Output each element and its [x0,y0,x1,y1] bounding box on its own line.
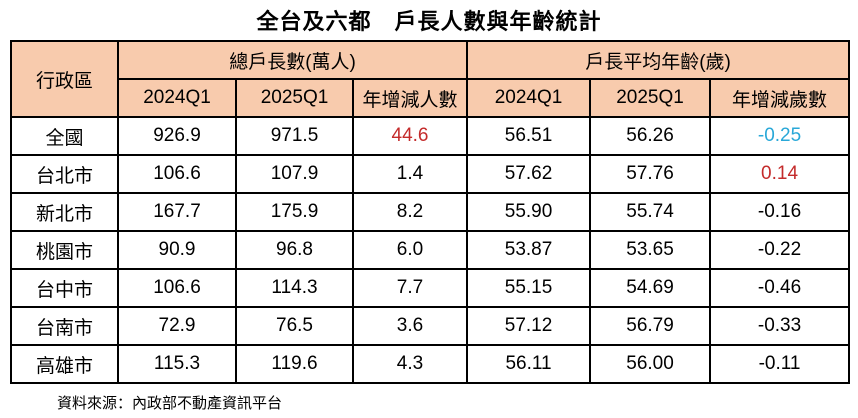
count-2025q1-cell: 107.9 [235,154,354,194]
count-yoy-cell: 44.6 [351,116,469,156]
subheader-count-2025q1: 2025Q1 [235,78,354,118]
count-2024q1-cell: 90.9 [117,230,237,270]
age-2025q1-cell: 56.79 [589,306,712,346]
region-cell: 新北市 [10,192,119,232]
count-yoy-cell: 1.4 [351,154,469,194]
group-header-household-count: 總戶長數(萬人) [116,40,469,80]
subheader-age-2024q1: 2024Q1 [466,78,592,118]
count-2024q1-cell: 106.6 [117,268,237,308]
region-cell: 全國 [10,116,119,156]
age-2025q1-cell: 56.00 [589,344,712,384]
age-2024q1-cell: 57.62 [466,154,592,194]
count-yoy-cell: 8.2 [351,192,469,232]
age-yoy-cell: -0.25 [709,116,851,156]
count-yoy-cell: 3.6 [351,306,469,346]
age-2024q1-cell: 55.15 [466,268,592,308]
age-yoy-cell: 0.14 [709,154,851,194]
age-2025q1-cell: 56.26 [589,116,712,156]
age-2024q1-cell: 56.11 [466,344,592,384]
statistics-table: 行政區 總戶長數(萬人) 戶長平均年齡(歲) 2024Q1 2025Q1 年增減… [10,40,851,384]
count-2025q1-cell: 96.8 [235,230,354,270]
age-2024q1-cell: 56.51 [466,116,592,156]
age-2025q1-cell: 55.74 [589,192,712,232]
count-2025q1-cell: 119.6 [235,344,354,384]
count-2024q1-cell: 106.6 [117,154,237,194]
table-row: 高雄市 115.3 119.6 4.3 56.11 56.00 -0.11 [10,344,851,384]
region-cell: 桃園市 [10,230,119,270]
count-2025q1-cell: 971.5 [235,116,354,156]
count-yoy-cell: 7.7 [351,268,469,308]
subheader-count-yoy: 年增減人數 [351,78,469,118]
age-2025q1-cell: 53.65 [589,230,712,270]
subheader-count-2024q1: 2024Q1 [117,78,237,118]
count-2025q1-cell: 175.9 [235,192,354,232]
age-2024q1-cell: 57.12 [466,306,592,346]
age-yoy-cell: -0.11 [709,344,851,384]
age-2024q1-cell: 53.87 [466,230,592,270]
page-title: 全台及六都 戶長人數與年齡統計 [256,9,602,34]
source-note: 資料來源：內政部不動產資訊平台 [57,395,283,412]
table-row: 新北市 167.7 175.9 8.2 55.90 55.74 -0.16 [10,192,851,232]
table-row: 全國 926.9 971.5 44.6 56.51 56.26 -0.25 [10,116,851,156]
age-yoy-cell: -0.16 [709,192,851,232]
table-row: 桃園市 90.9 96.8 6.0 53.87 53.65 -0.22 [10,230,851,270]
region-cell: 台中市 [10,268,119,308]
age-2025q1-cell: 54.69 [589,268,712,308]
age-yoy-cell: -0.46 [709,268,851,308]
subheader-age-2025q1: 2025Q1 [589,78,712,118]
age-2024q1-cell: 55.90 [466,192,592,232]
count-2024q1-cell: 926.9 [117,116,237,156]
table-row: 台北市 106.6 107.9 1.4 57.62 57.76 0.14 [10,154,851,194]
table-row: 台中市 106.6 114.3 7.7 55.15 54.69 -0.46 [10,268,851,308]
count-yoy-cell: 4.3 [351,344,469,384]
count-2024q1-cell: 167.7 [117,192,237,232]
age-yoy-cell: -0.33 [709,306,851,346]
age-2025q1-cell: 57.76 [589,154,712,194]
count-2025q1-cell: 76.5 [235,306,354,346]
subheader-age-yoy: 年增減歲數 [709,78,851,118]
region-cell: 高雄市 [10,344,119,384]
age-yoy-cell: -0.22 [709,230,851,270]
table-row: 台南市 72.9 76.5 3.6 57.12 56.79 -0.33 [10,306,851,346]
group-header-average-age: 戶長平均年齡(歲) [466,40,851,80]
count-2024q1-cell: 115.3 [117,344,237,384]
region-cell: 台北市 [10,154,119,194]
count-2025q1-cell: 114.3 [235,268,354,308]
corner-header-region: 行政區 [10,40,119,118]
count-2024q1-cell: 72.9 [117,306,237,346]
region-cell: 台南市 [10,306,119,346]
count-yoy-cell: 6.0 [351,230,469,270]
